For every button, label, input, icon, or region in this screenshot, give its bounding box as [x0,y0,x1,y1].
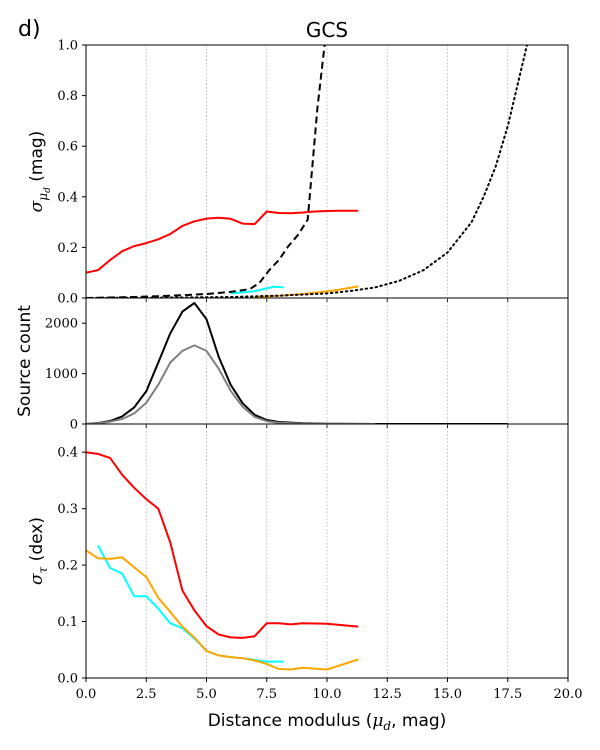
y-axis-label-sigma-tau: στ (dex) [27,517,50,585]
panel-label: d) [18,17,41,42]
y-tick-label-sigma-tau-3: 0.3 [57,502,78,517]
y-tick-label-sigma-tau-4: 0.4 [57,446,78,461]
series-line-sigma-mu-orange [254,285,359,298]
y-tick-label-sigma-tau-2: 0.2 [57,559,78,574]
x-tick-label-7: 17.5 [493,687,522,702]
y-tick-label-sigma-mu-1: 0.2 [57,241,78,256]
series-line-sigma-mu-cyan [230,285,284,295]
y-tick-label-sigma-mu-3: 0.6 [57,140,78,155]
y-tick-label-source-count-2: 2000 [45,317,78,332]
chart-title: GCS [306,18,348,42]
panels: 0.0 0.2 0.4 0.6 0.8 1.0 σμd (mag) 0 1000 2000 Sour… [15,39,582,703]
series-group-source-count [86,302,508,424]
series-line-source-count-black [86,302,508,424]
y-tick-label-sigma-tau-1: 0.1 [57,615,78,630]
y-tick-label-sigma-tau-0: 0.0 [57,672,78,687]
y-tick-label-sigma-mu-0: 0.0 [57,292,78,307]
series-line-sigma-mu-black-dashed [86,45,326,298]
panel-sigma-tau: 0.0 0.1 0.2 0.3 0.4 στ (dex) [27,423,569,687]
y-tick-label-source-count-0: 0 [70,418,78,433]
x-tick-labels: 0.0 2.5 5.0 7.5 10.0 12.5 15.0 17.5 20.0 [76,687,583,702]
x-tick-label-2: 5.0 [196,687,217,702]
x-tick-label-3: 7.5 [256,687,277,702]
x-tick-label-0: 0.0 [76,687,97,702]
series-line-sigma-mu-red [86,209,359,274]
x-tick-label-8: 20.0 [554,687,583,702]
series-line-source-count-gray [86,344,376,424]
panel-source-count: 0 1000 2000 Source count [15,297,569,433]
y-tick-label-source-count-1: 1000 [45,367,78,382]
series-group-sigma-tau [86,451,359,671]
y-tick-label-sigma-mu-4: 0.8 [57,89,78,104]
series-group-sigma-mu [86,45,528,298]
x-axis-label: Distance modulus (μd, mag) [208,711,447,733]
x-tick-label-4: 10.0 [313,687,342,702]
x-tick-label-1: 2.5 [136,687,157,702]
x-tick-label-6: 15.0 [433,687,462,702]
panel-sigma-mu: 0.0 0.2 0.4 0.6 0.8 1.0 σμd (mag) [27,39,569,307]
series-line-sigma-mu-black-dotted [86,45,528,298]
series-line-sigma-tau-red [86,451,359,639]
series-line-sigma-tau-orange [86,549,359,671]
y-axis-label-sigma-mu: σμd (mag) [27,131,53,213]
y-tick-label-sigma-mu-2: 0.4 [57,190,78,205]
y-tick-label-sigma-mu-5: 1.0 [57,39,78,54]
x-tick-label-5: 12.5 [373,687,402,702]
y-axis-label-source-count: Source count [15,305,35,417]
